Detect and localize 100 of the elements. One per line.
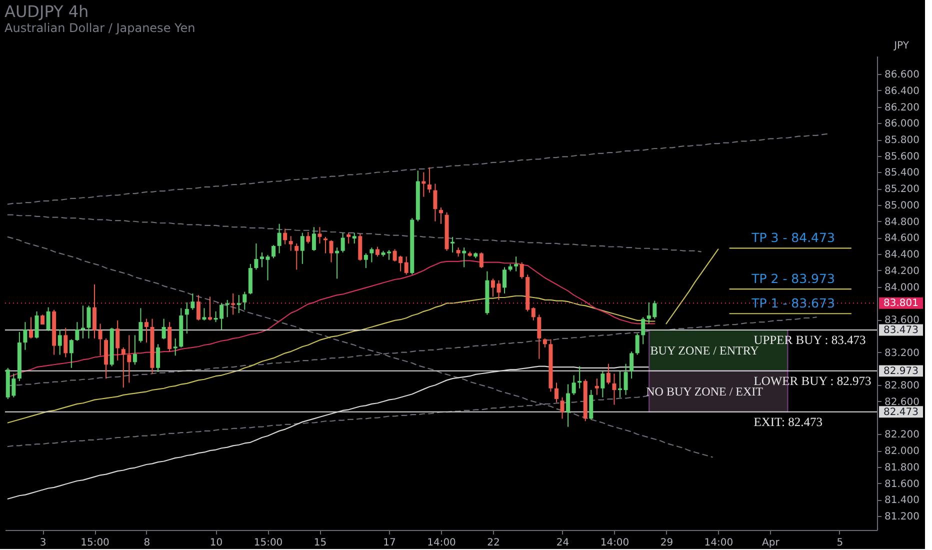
candlestick — [427, 166, 432, 194]
candlestick — [462, 247, 466, 268]
x-tick-label: 15 — [314, 538, 327, 548]
x-tick-label: 10 — [210, 538, 223, 548]
line-series — [7, 133, 828, 205]
candlestick — [92, 284, 97, 339]
candlestick — [589, 390, 594, 420]
candlestick — [312, 226, 316, 252]
candlestick — [116, 320, 120, 362]
candlestick — [202, 308, 206, 321]
candlestick — [225, 299, 230, 318]
y-tick-label: 82.000 — [884, 446, 920, 458]
candlestick — [404, 256, 408, 276]
candlestick — [450, 236, 455, 253]
candlestick — [121, 346, 126, 388]
candlestick — [272, 244, 276, 259]
x-tick-label: 29 — [660, 538, 674, 548]
candlestick — [162, 318, 166, 340]
candlestick — [288, 236, 293, 252]
candlestick — [58, 328, 62, 356]
x-tick-label: 14:00 — [704, 538, 734, 548]
y-axis-title: JPY — [893, 40, 910, 52]
candlestick — [266, 254, 270, 281]
candlestick — [23, 322, 28, 350]
candlestick — [520, 262, 524, 280]
candlestick — [184, 302, 189, 334]
candlestick — [612, 373, 616, 406]
x-tick-label: 14:00 — [600, 538, 630, 548]
series-label: TP 3 - 84.473 — [750, 230, 835, 246]
x-tick-label: 3 — [40, 538, 46, 548]
x-tick-label: 22 — [487, 538, 500, 548]
y-tick-label: 84.800 — [884, 216, 920, 228]
candlestick — [433, 183, 438, 222]
series-label: TP 2 - 83.973 — [750, 271, 835, 286]
x-tick-label: 8 — [144, 538, 150, 548]
candlestick — [329, 240, 334, 263]
candlestick — [346, 232, 351, 244]
y-tick-label: 83.801 — [884, 298, 918, 310]
candlestick — [173, 338, 178, 356]
y-tick-label: 86.600 — [884, 70, 920, 81]
y-tick-label: 84.000 — [884, 282, 920, 294]
x-tick-label: Apr — [762, 538, 780, 548]
candlestick — [156, 344, 160, 372]
y-tick-label: 85.200 — [884, 184, 920, 196]
candlestick — [168, 322, 172, 352]
candlestick — [294, 242, 299, 270]
candlestick — [138, 308, 143, 344]
candlestick — [69, 338, 74, 368]
y-tick-label: 85.600 — [884, 151, 920, 162]
ref-line-label: EXIT: 82.473 — [754, 414, 823, 429]
candlestick — [578, 366, 582, 389]
candlestick — [127, 334, 132, 384]
candlestick — [370, 247, 374, 263]
y-tick-label: 82.473 — [884, 406, 918, 418]
x-tick-label: 15:00 — [80, 538, 110, 548]
candlestick — [231, 292, 236, 316]
line-series — [666, 248, 719, 324]
x-tick-label: 15:00 — [254, 538, 283, 548]
candlestick — [641, 316, 646, 345]
y-tick-label: 83.200 — [884, 348, 920, 359]
candlestick — [537, 314, 542, 360]
candlestick — [358, 233, 362, 262]
candlestick — [502, 266, 507, 294]
candlestick — [594, 378, 599, 396]
y-tick-label: 84.600 — [884, 233, 920, 244]
candlestick — [624, 363, 628, 396]
candlestick — [514, 256, 518, 272]
candlestick — [560, 396, 564, 420]
candlestick — [34, 310, 39, 339]
x-tick-label: 17 — [383, 538, 396, 548]
candlestick — [144, 318, 148, 344]
candlestick — [75, 322, 80, 342]
y-tick-label: 82.200 — [884, 430, 920, 441]
candlestick — [566, 384, 570, 428]
x-tick-label: 24 — [556, 538, 570, 548]
y-tick-label: 86.000 — [884, 118, 920, 130]
candlestick — [335, 247, 340, 280]
candlestick — [439, 206, 443, 224]
line-series — [7, 214, 702, 252]
y-tick-label: 82.800 — [884, 380, 920, 392]
candlestick — [300, 232, 304, 264]
candlestick — [196, 294, 200, 321]
y-tick-label: 83.600 — [884, 315, 920, 326]
y-tick-label: 85.400 — [884, 168, 920, 179]
candlestick — [46, 306, 50, 332]
candlestick — [86, 305, 91, 339]
candlestick — [190, 292, 195, 310]
candlestick — [542, 338, 547, 348]
y-tick-label: 81.400 — [884, 495, 920, 506]
x-tick-label: 14:00 — [427, 538, 456, 548]
y-tick-label: 82.973 — [884, 366, 918, 377]
y-tick-label: 84.400 — [884, 250, 920, 261]
candlestick — [254, 242, 258, 270]
y-tick-label: 82.600 — [884, 396, 920, 408]
y-tick-label: 85.800 — [884, 135, 920, 146]
candlestick — [364, 252, 368, 269]
y-tick-label: 86.400 — [884, 86, 920, 97]
candlestick — [479, 252, 484, 269]
candlestick — [132, 334, 137, 366]
y-tick-label: 81.600 — [884, 478, 920, 490]
